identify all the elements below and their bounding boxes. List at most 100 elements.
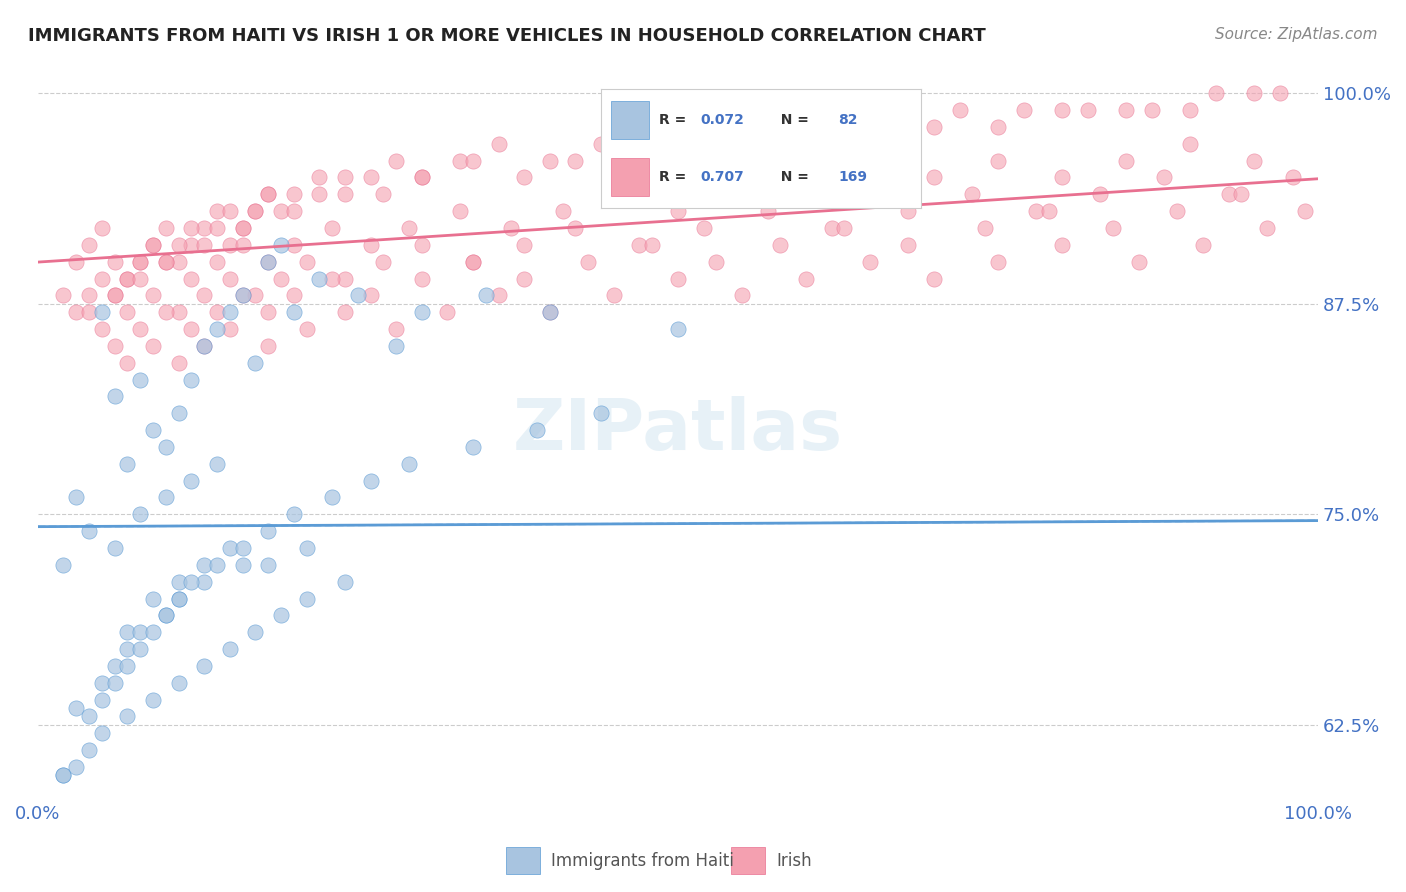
Point xyxy=(257,339,280,353)
Point xyxy=(628,238,651,252)
Point xyxy=(411,271,433,285)
Point xyxy=(257,254,280,268)
Point xyxy=(193,339,215,353)
Point xyxy=(193,574,215,589)
Point xyxy=(591,406,613,420)
Point xyxy=(167,238,190,252)
Point xyxy=(962,187,984,202)
FancyBboxPatch shape xyxy=(731,847,765,874)
Point xyxy=(65,254,87,268)
Point xyxy=(385,339,408,353)
Point xyxy=(283,305,305,319)
Point xyxy=(411,170,433,185)
Point xyxy=(155,305,177,319)
Point xyxy=(155,491,177,505)
Point xyxy=(155,254,177,268)
Point xyxy=(820,120,842,134)
Point xyxy=(205,558,228,572)
Point xyxy=(167,574,190,589)
Point xyxy=(283,204,305,219)
Point xyxy=(77,743,100,757)
Point xyxy=(859,120,882,134)
Point xyxy=(1012,103,1035,117)
Point xyxy=(1230,187,1253,202)
Point xyxy=(820,221,842,235)
Point xyxy=(974,221,997,235)
Point xyxy=(666,322,689,336)
Point xyxy=(449,204,471,219)
Point xyxy=(193,238,215,252)
Point xyxy=(180,574,202,589)
Point xyxy=(385,322,408,336)
Point xyxy=(155,440,177,454)
Point xyxy=(794,170,817,185)
Point xyxy=(1218,187,1240,202)
Point xyxy=(411,170,433,185)
Point xyxy=(193,558,215,572)
Point xyxy=(90,692,112,706)
Point xyxy=(576,254,599,268)
Point xyxy=(360,288,382,302)
Point xyxy=(488,288,510,302)
Point xyxy=(77,288,100,302)
Point xyxy=(321,221,343,235)
Point xyxy=(193,288,215,302)
Point xyxy=(551,204,574,219)
Point xyxy=(129,322,152,336)
Point xyxy=(308,187,330,202)
Point xyxy=(52,768,75,782)
Point xyxy=(103,288,125,302)
Point xyxy=(155,608,177,623)
Point xyxy=(245,204,267,219)
Point xyxy=(52,768,75,782)
Point xyxy=(1140,103,1163,117)
Point xyxy=(1115,103,1137,117)
Point xyxy=(180,221,202,235)
Point xyxy=(245,288,267,302)
FancyBboxPatch shape xyxy=(506,847,540,874)
Point xyxy=(117,625,139,640)
Point xyxy=(1077,103,1099,117)
Point xyxy=(167,406,190,420)
Point xyxy=(488,136,510,151)
Point xyxy=(513,238,536,252)
Point xyxy=(257,524,280,538)
Point xyxy=(103,389,125,403)
Point xyxy=(90,305,112,319)
Point xyxy=(1115,153,1137,168)
Point xyxy=(90,726,112,740)
Point xyxy=(360,170,382,185)
Point xyxy=(1178,136,1201,151)
Point xyxy=(155,254,177,268)
Point xyxy=(65,305,87,319)
Point xyxy=(591,136,613,151)
Point xyxy=(1281,170,1303,185)
Point xyxy=(475,288,498,302)
Point xyxy=(398,457,420,471)
Point xyxy=(1050,103,1073,117)
Point xyxy=(142,238,165,252)
Point xyxy=(1050,170,1073,185)
Point xyxy=(666,153,689,168)
Point xyxy=(218,322,240,336)
Point xyxy=(205,204,228,219)
Point xyxy=(1166,204,1188,219)
Point xyxy=(232,221,254,235)
Point xyxy=(922,120,945,134)
Point xyxy=(283,288,305,302)
Point xyxy=(117,642,139,657)
Point xyxy=(461,440,484,454)
Point xyxy=(333,574,356,589)
Point xyxy=(513,271,536,285)
Point xyxy=(1102,221,1125,235)
Point xyxy=(321,271,343,285)
Point xyxy=(218,238,240,252)
Point xyxy=(142,591,165,606)
Point xyxy=(385,153,408,168)
Point xyxy=(333,271,356,285)
Point xyxy=(1025,204,1047,219)
Point xyxy=(218,305,240,319)
Point xyxy=(180,238,202,252)
Point xyxy=(77,709,100,723)
Point xyxy=(103,541,125,555)
